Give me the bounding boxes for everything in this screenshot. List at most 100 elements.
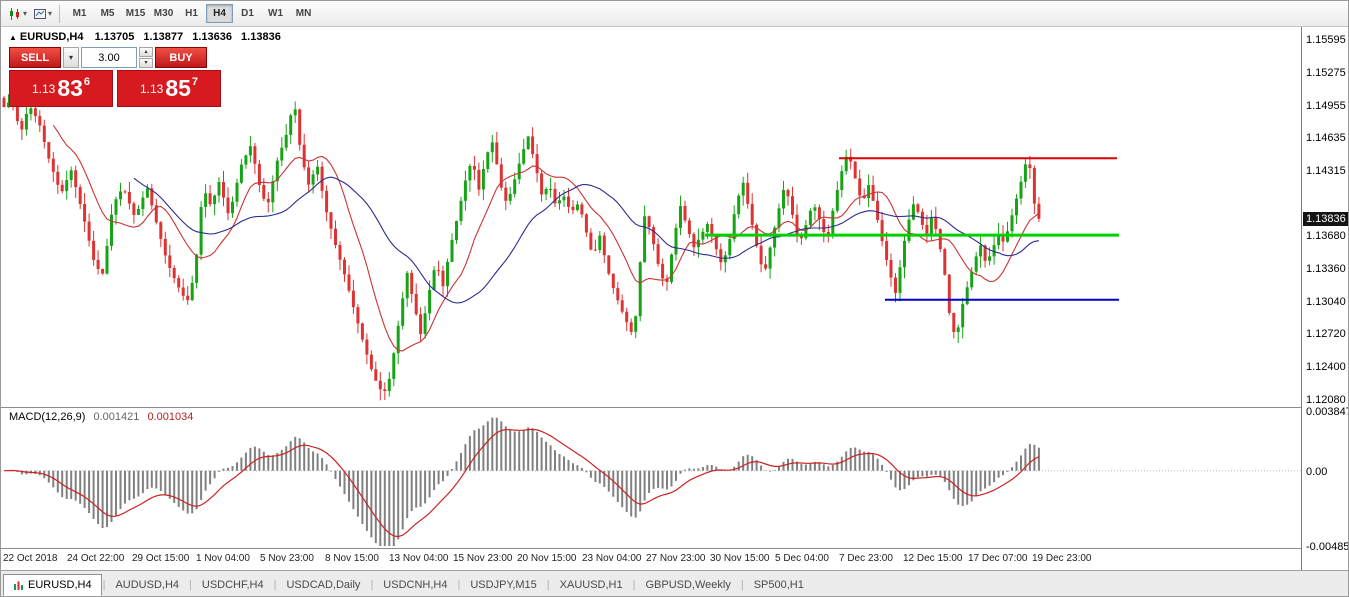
- price-axis-label: 1.14635: [1306, 132, 1346, 144]
- macd-signal-line: [3, 428, 1040, 538]
- macd-canvas[interactable]: [1, 408, 1301, 548]
- timeframe-d1-button[interactable]: D1: [234, 4, 261, 23]
- timeframe-m1-button[interactable]: M1: [66, 4, 93, 23]
- macd-indicator-pane: MACD(12,26,9) 0.001421 0.001034: [1, 408, 1301, 548]
- buy-price-pip: 7: [191, 75, 199, 88]
- sell-price-prefix: 1.13: [31, 81, 56, 96]
- tab-divider: |: [740, 579, 744, 591]
- tab-divider: |: [457, 579, 461, 591]
- tab-label: EURUSD,H4: [28, 579, 92, 591]
- macd-histogram: [7, 417, 1040, 546]
- macd-axis-label: -0.004856: [1306, 541, 1349, 553]
- macd-indicator-label: MACD(12,26,9) 0.001421 0.001034: [9, 411, 193, 423]
- tab-label: USDJPY,M15: [470, 579, 537, 591]
- candlestick-chart-icon: [10, 7, 19, 20]
- buy-price-prefix: 1.13: [139, 81, 164, 96]
- tab-label: AUDUSD,H4: [115, 579, 180, 591]
- time-axis-label: 15 Nov 23:00: [453, 553, 513, 564]
- time-axis-label: 22 Oct 2018: [3, 553, 58, 564]
- tab-divider: |: [102, 579, 106, 591]
- sell-button[interactable]: SELL: [9, 47, 61, 68]
- price-chart-pane: ▲ EURUSD,H4 1.13705 1.13877 1.13636 1.138…: [1, 27, 1301, 407]
- time-axis-label: 13 Nov 04:00: [389, 553, 449, 564]
- macd-axis-label: 0.003847: [1306, 406, 1349, 418]
- volume-decrement-button[interactable]: ▾: [139, 58, 153, 68]
- time-axis-label: 24 Oct 22:00: [67, 553, 125, 564]
- timeframe-m15-button[interactable]: M15: [122, 4, 149, 23]
- ma-slow-line: [133, 176, 1039, 304]
- timeframe-mn-button[interactable]: MN: [290, 4, 317, 23]
- tab-label: XAUUSD,H1: [559, 579, 623, 591]
- tab-audusd-h4[interactable]: AUDUSD,H4: [106, 574, 188, 596]
- macd-signal-value: 0.001034: [147, 411, 194, 423]
- time-axis-label: 27 Nov 23:00: [646, 553, 706, 564]
- price-chart-canvas[interactable]: [1, 27, 1301, 407]
- time-axis[interactable]: 22 Oct 2018 24 Oct 22:00 29 Oct 15:00 1 Nov…: [1, 549, 1301, 570]
- chart-layout-button[interactable]: ▾: [30, 4, 55, 24]
- sell-price-display[interactable]: 1.13 83 6: [9, 70, 113, 107]
- chevron-down-icon: ▾: [48, 9, 53, 18]
- tab-xauusd-h1[interactable]: XAUUSD,H1: [551, 574, 632, 596]
- tab-usdchf-h4[interactable]: USDCHF,H4: [193, 574, 273, 596]
- timeframe-m30-button[interactable]: M30: [150, 4, 177, 23]
- chart-type-button[interactable]: ▾: [5, 4, 30, 24]
- time-axis-label: 5 Dec 04:00: [775, 553, 829, 564]
- tab-usdjpy-m15[interactable]: USDJPY,M15: [461, 574, 545, 596]
- buy-price-display[interactable]: 1.13 85 7: [117, 70, 221, 107]
- buy-button[interactable]: BUY: [155, 47, 207, 68]
- price-axis-label: 1.12720: [1306, 328, 1346, 340]
- tab-sp500-h1[interactable]: SP500,H1: [745, 574, 813, 596]
- tab-label: USDCNH,H4: [383, 579, 448, 591]
- tab-usdcnh-h4[interactable]: USDCNH,H4: [374, 574, 456, 596]
- time-axis-label: 19 Dec 23:00: [1032, 553, 1092, 564]
- price-axis[interactable]: 1.13836 1.15595 1.15275 1.14955 1.14635 1.14…: [1301, 27, 1349, 570]
- price-axis-label: 1.13040: [1306, 296, 1346, 308]
- time-axis-label: 17 Dec 07:00: [968, 553, 1028, 564]
- chart-symbol-label: EURUSD,H4: [19, 31, 84, 43]
- price-axis-label: 1.15595: [1306, 34, 1346, 46]
- buy-price-main: 85: [165, 75, 191, 101]
- tab-usdcad-daily[interactable]: USDCAD,Daily: [277, 574, 369, 596]
- tab-gbpusd-weekly[interactable]: GBPUSD,Weekly: [636, 574, 739, 596]
- price-axis-label: 1.14955: [1306, 100, 1346, 112]
- toolbar-separator: [59, 4, 61, 23]
- price-axis-label: 1.15275: [1306, 67, 1346, 79]
- trade-controls-row: SELL ▾ ▴ ▾ BUY: [9, 47, 221, 68]
- timeframe-h1-button[interactable]: H1: [178, 4, 205, 23]
- volume-increment-button[interactable]: ▴: [139, 47, 153, 57]
- chevron-down-icon: ▾: [23, 9, 28, 18]
- tab-label: SP500,H1: [753, 579, 804, 591]
- tab-divider: |: [189, 579, 192, 591]
- tab-label: USDCHF,H4: [201, 579, 264, 591]
- ohlc-low-value: 1.13636: [192, 31, 232, 43]
- price-axis-label: 1.12400: [1306, 361, 1346, 373]
- price-axis-label: 1.12080: [1306, 394, 1346, 406]
- time-axis-label: 7 Dec 23:00: [839, 553, 893, 564]
- pane-splitter[interactable]: [1, 407, 1348, 408]
- timeframe-button-group: M1 M5 M15 M30 H1 H4 D1 W1 MN: [66, 4, 317, 23]
- volume-input[interactable]: [81, 47, 137, 68]
- candles-layer: [2, 94, 1041, 401]
- trade-prices-row: 1.13 83 6 1.13 85 7: [9, 70, 221, 107]
- ma-fast-line: [52, 124, 1040, 352]
- chart-layout-icon: [34, 8, 47, 19]
- time-axis-label: 29 Oct 15:00: [132, 553, 190, 564]
- tab-label: USDCAD,Daily: [286, 579, 361, 591]
- timeframe-w1-button[interactable]: W1: [262, 4, 289, 23]
- top-toolbar: ▾ ▾ M1 M5 M15 M30 H1 H4 D1 W1 MN: [1, 1, 1348, 27]
- time-axis-label: 5 Nov 23:00: [260, 553, 314, 564]
- ohlc-open-value: 1.13705: [94, 31, 135, 43]
- time-axis-label: 30 Nov 15:00: [710, 553, 770, 564]
- price-axis-label: 1.13360: [1306, 263, 1346, 275]
- time-axis-label: 20 Nov 15:00: [517, 553, 577, 564]
- tab-divider: |: [370, 579, 374, 591]
- tab-eurusd-h4[interactable]: EURUSD,H4: [3, 574, 102, 596]
- volume-dropdown-button[interactable]: ▾: [63, 47, 79, 68]
- timeframe-h4-button[interactable]: H4: [206, 4, 234, 23]
- sell-price-main: 83: [57, 75, 83, 101]
- tab-divider: |: [273, 579, 277, 591]
- macd-name: MACD(12,26,9): [9, 411, 86, 423]
- ohlc-close-value: 1.13836: [241, 31, 281, 43]
- timeframe-m5-button[interactable]: M5: [94, 4, 121, 23]
